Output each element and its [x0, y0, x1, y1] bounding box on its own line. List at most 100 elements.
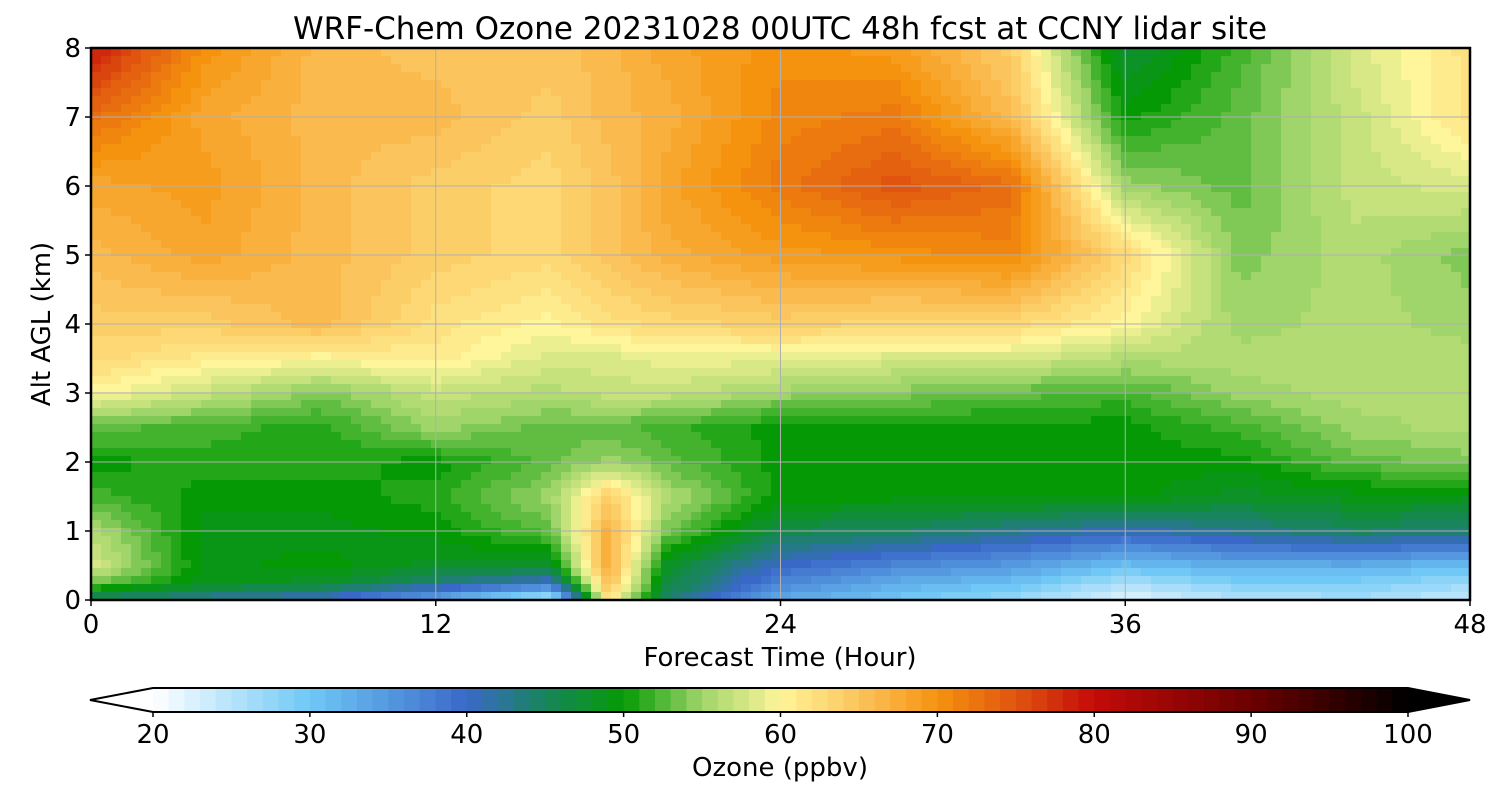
- heatmap-cell: [641, 280, 652, 289]
- heatmap-cell: [221, 64, 232, 73]
- heatmap-cell: [1401, 136, 1412, 145]
- heatmap-cell: [541, 128, 552, 137]
- heatmap-cell: [931, 104, 942, 113]
- heatmap-cell: [501, 120, 512, 129]
- heatmap-cell: [841, 176, 852, 185]
- heatmap-cell: [261, 64, 272, 73]
- heatmap-cell: [951, 120, 962, 129]
- heatmap-cell: [851, 120, 862, 129]
- heatmap-cell: [1231, 224, 1242, 233]
- heatmap-cell: [331, 64, 342, 73]
- heatmap-cell: [231, 64, 242, 73]
- heatmap-cell: [1241, 80, 1252, 89]
- heatmap-cell: [1111, 296, 1122, 305]
- heatmap-cell: [731, 120, 742, 129]
- heatmap-cell: [1461, 96, 1470, 105]
- heatmap-cell: [611, 208, 622, 217]
- heatmap-cell: [891, 168, 902, 177]
- heatmap-cell: [1101, 128, 1112, 137]
- heatmap-cell: [581, 176, 592, 185]
- heatmap-cell: [101, 240, 112, 249]
- heatmap-cell: [1311, 128, 1322, 137]
- heatmap-cell: [631, 200, 642, 209]
- heatmap-cell: [441, 216, 452, 225]
- heatmap-cell: [1181, 256, 1192, 265]
- heatmap-cell: [1201, 256, 1212, 265]
- heatmap-cell: [591, 328, 602, 337]
- heatmap-cell: [921, 280, 932, 289]
- heatmap-cell: [1461, 128, 1470, 137]
- heatmap-cell: [1211, 280, 1222, 289]
- heatmap-cell: [391, 288, 402, 297]
- heatmap-cell: [1361, 168, 1372, 177]
- heatmap-cell: [1101, 264, 1112, 273]
- heatmap-cell: [1011, 96, 1022, 105]
- heatmap-cell: [1261, 88, 1272, 97]
- heatmap-cell: [951, 312, 962, 321]
- heatmap-cell: [1401, 296, 1412, 305]
- heatmap-cell: [861, 296, 872, 305]
- heatmap-cell: [1141, 280, 1152, 289]
- heatmap-cell: [391, 120, 402, 129]
- heatmap-cell: [91, 264, 102, 273]
- heatmap-cell: [1081, 64, 1092, 73]
- heatmap-cell: [501, 64, 512, 73]
- heatmap-cell: [1161, 168, 1172, 177]
- heatmap-cell: [701, 168, 712, 177]
- heatmap-cell: [301, 96, 312, 105]
- heatmap-cell: [271, 264, 282, 273]
- heatmap-cell: [331, 200, 342, 209]
- heatmap-cell: [1271, 232, 1282, 241]
- heatmap-cell: [1421, 272, 1432, 281]
- heatmap-cell: [1281, 176, 1292, 185]
- heatmap-cell: [1131, 176, 1142, 185]
- heatmap-cell: [591, 248, 602, 257]
- heatmap-cell: [1161, 240, 1172, 249]
- heatmap-cell: [951, 152, 962, 161]
- heatmap-cell: [591, 48, 602, 57]
- heatmap-cell: [641, 208, 652, 217]
- heatmap-cell: [361, 328, 372, 337]
- heatmap-cell: [1231, 304, 1242, 313]
- heatmap-cell: [271, 256, 282, 265]
- heatmap-cell: [1321, 120, 1332, 129]
- heatmap-cell: [951, 48, 962, 57]
- heatmap-cell: [791, 64, 802, 73]
- heatmap-cell: [1261, 288, 1272, 297]
- heatmap-cell: [591, 256, 602, 265]
- heatmap-cell: [631, 256, 642, 265]
- heatmap-cell: [701, 248, 712, 257]
- heatmap-cell: [201, 64, 212, 73]
- heatmap-cell: [1451, 312, 1462, 321]
- heatmap-cell: [801, 264, 812, 273]
- heatmap-cell: [511, 160, 522, 169]
- heatmap-cell: [1031, 296, 1042, 305]
- heatmap-cell: [921, 240, 932, 249]
- heatmap-cell: [561, 224, 572, 233]
- heatmap-cell: [231, 104, 242, 113]
- heatmap-cell: [1431, 280, 1442, 289]
- heatmap-cell: [1031, 272, 1042, 281]
- heatmap-cell: [281, 256, 292, 265]
- heatmap-cell: [1341, 304, 1352, 313]
- heatmap-cell: [111, 272, 122, 281]
- heatmap-cell: [951, 208, 962, 217]
- heatmap-cell: [1211, 56, 1222, 65]
- heatmap-cell: [421, 96, 432, 105]
- heatmap-cell: [1051, 96, 1062, 105]
- heatmap-cell: [1451, 112, 1462, 121]
- heatmap-cell: [1191, 288, 1202, 297]
- heatmap-cell: [481, 208, 492, 217]
- heatmap-cell: [601, 312, 612, 321]
- heatmap-cell: [571, 88, 582, 97]
- heatmap-cell: [971, 192, 982, 201]
- heatmap-cell: [1011, 128, 1022, 137]
- heatmap-cell: [1411, 96, 1422, 105]
- heatmap-cell: [1351, 256, 1362, 265]
- heatmap-cell: [741, 248, 752, 257]
- heatmap-cell: [1131, 312, 1142, 321]
- heatmap-cell: [151, 120, 162, 129]
- heatmap-cell: [151, 280, 162, 289]
- heatmap-cell: [1311, 152, 1322, 161]
- heatmap-cell: [941, 136, 952, 145]
